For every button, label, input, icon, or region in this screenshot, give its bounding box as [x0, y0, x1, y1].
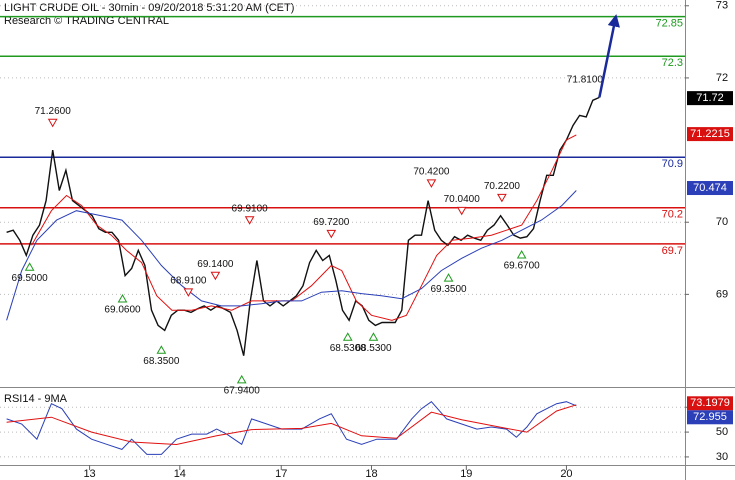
pivot-label: 70.0400: [444, 194, 481, 205]
pivot-label: 69.7200: [313, 217, 350, 228]
pivot-label: 70.4200: [413, 167, 450, 178]
pivot-low-marker: [443, 273, 454, 282]
price-tag: [687, 127, 733, 142]
y-tick-label: 70: [716, 216, 728, 228]
pivot-low-marker: [156, 345, 167, 354]
pivot-high-marker: [497, 193, 507, 203]
price-tag-label: 71.72: [696, 92, 724, 104]
pivot-high-marker: [456, 206, 467, 216]
pivot-label: 68.5300: [330, 343, 367, 354]
x-tick-label: 20: [560, 468, 572, 480]
series-line: [6, 190, 577, 321]
pivot-label: 70.2200: [484, 181, 521, 192]
pivot-low-marker: [117, 294, 128, 303]
x-tick-label: 14: [174, 468, 186, 480]
pivot-label: 68.5300: [355, 343, 392, 354]
chart-subtitle: Research © TRADING CENTRAL: [4, 15, 169, 27]
price-tag: [687, 181, 733, 196]
pivot-label: 71.8100: [567, 74, 604, 85]
x-tick-label: 13: [83, 468, 95, 480]
x-tick-label: 17: [275, 468, 287, 480]
level-label: 72.85: [655, 18, 683, 30]
pivot-label: 68.9100: [170, 276, 207, 287]
pivot-low-marker: [368, 332, 379, 341]
level-label: 72.3: [662, 57, 683, 69]
pivot-high-marker: [183, 288, 194, 297]
level-label: 70.2: [662, 209, 683, 221]
price-tag: [687, 410, 733, 425]
price-tag-label: 71.2215: [690, 128, 730, 140]
series-line: [6, 404, 577, 446]
pivot-label: 69.0600: [104, 305, 141, 316]
y-tick-label: 72: [716, 72, 728, 84]
pivot-label: 68.3500: [143, 356, 180, 367]
x-tick-label: 18: [365, 468, 377, 480]
price-tag-label: 70.474: [693, 182, 727, 194]
pivot-low-marker: [24, 262, 35, 271]
pivot-label: 69.3500: [430, 284, 467, 295]
pivot-high-marker: [210, 271, 221, 281]
pivot-high-marker: [244, 216, 255, 225]
level-label: 70.9: [662, 158, 683, 170]
price-tag-label: 72.955: [693, 411, 727, 423]
price-tag: [687, 396, 733, 411]
pivot-low-marker: [236, 374, 247, 384]
pivot-low-marker: [342, 332, 353, 341]
series-line: [31, 134, 577, 321]
pivot-label: 67.9400: [224, 385, 261, 396]
y-tick-label: 73: [716, 0, 728, 12]
pivot-low-marker: [516, 250, 527, 259]
rsi-title: RSI14 - 9MA: [4, 393, 68, 405]
x-tick-label: 19: [460, 468, 472, 480]
pivot-high-marker: [47, 118, 58, 128]
chart-title: LIGHT CRUDE OIL - 30min - 09/20/2018 5:3…: [4, 2, 294, 14]
price-tag: [687, 91, 733, 106]
level-label: 69.7: [662, 245, 683, 257]
pivot-label: 69.6700: [504, 261, 541, 272]
pivot-label: 69.1400: [197, 259, 234, 270]
y-tick-label: 50: [716, 426, 728, 438]
pivot-high-marker: [426, 179, 437, 188]
pivot-high-marker: [326, 229, 337, 239]
y-tick-label: 69: [716, 288, 728, 300]
series-line: [6, 96, 600, 356]
pivot-label: 69.5000: [12, 273, 49, 284]
pivot-label: 71.2600: [35, 106, 72, 117]
series-line: [6, 401, 577, 455]
price-tag-label: 73.1979: [690, 397, 730, 409]
target-arrow: [598, 14, 620, 98]
y-tick-label: 30: [716, 451, 728, 463]
pivot-label: 69.9100: [232, 203, 269, 214]
